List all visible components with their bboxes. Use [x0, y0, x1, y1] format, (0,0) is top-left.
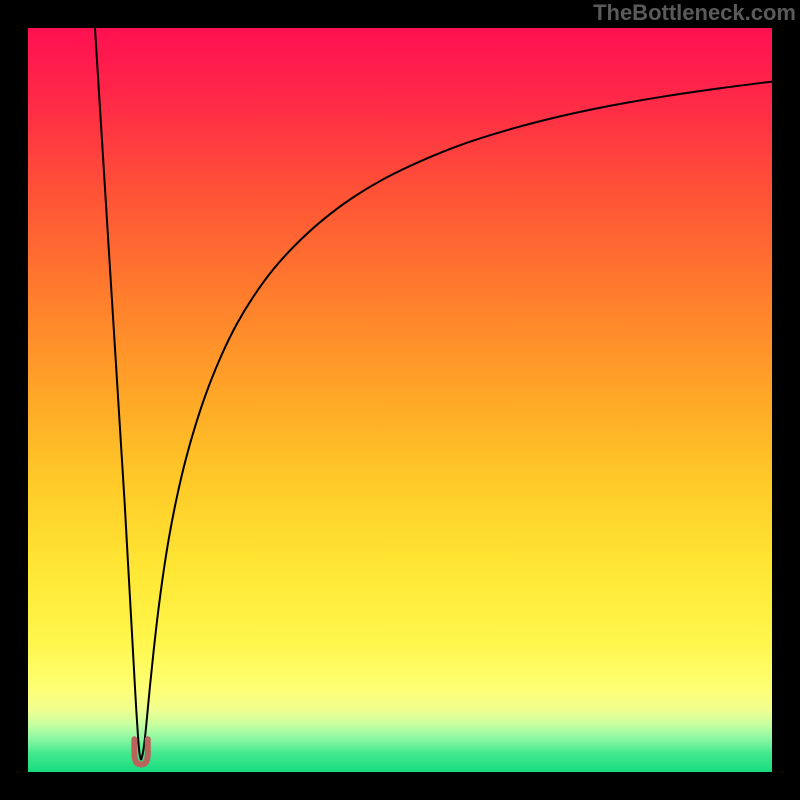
plot-area	[28, 28, 772, 772]
attribution-text: TheBottleneck.com	[593, 0, 796, 26]
bottleneck-figure: TheBottleneck.com	[0, 0, 800, 800]
bottleneck-chart	[28, 28, 772, 772]
gradient-background	[28, 28, 772, 772]
